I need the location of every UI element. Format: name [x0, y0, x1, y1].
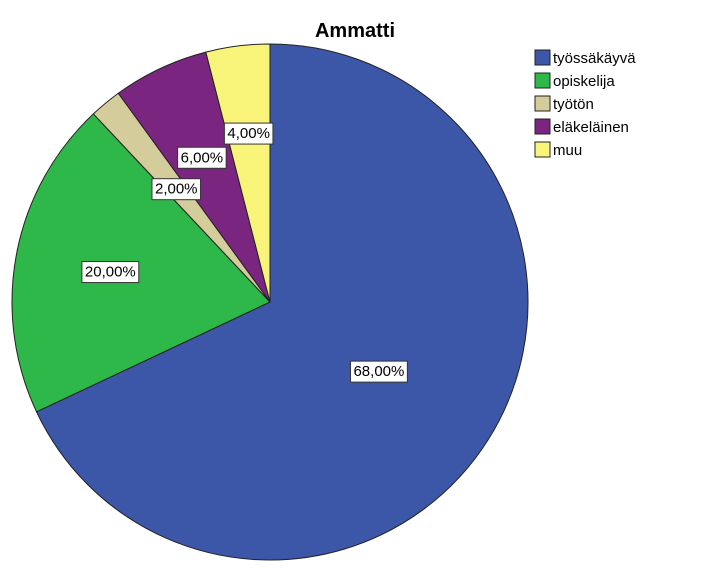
legend-swatch — [534, 118, 551, 135]
legend-item-4: eläkeläinen — [534, 118, 629, 136]
data-label-1: 68,00% — [349, 360, 408, 383]
data-label-4: 6,00% — [177, 146, 227, 169]
data-label-text: 2,00% — [155, 181, 198, 198]
legend-item-1: työssäkäyvä — [534, 49, 636, 67]
data-label-2: 20,00% — [81, 261, 140, 284]
pie-slice-1 — [35, 43, 529, 561]
data-label-text: 6,00% — [181, 149, 224, 166]
legend-label: työssäkäyvä — [553, 50, 636, 67]
pie-slice-5 — [205, 43, 271, 303]
data-label-box — [349, 360, 408, 383]
legend-item-3: työtön — [534, 95, 594, 113]
data-label-box — [177, 146, 227, 169]
chart-title: Ammatti — [315, 20, 395, 42]
legend: työssäkäyvä opiskelija työtön eläkeläinen mu… — [534, 49, 636, 159]
data-label-5: 4,00% — [223, 122, 274, 145]
data-labels: 68,00% 20,00% 2,00% 6,00%4,00% — [81, 122, 408, 383]
data-label-box — [151, 178, 202, 201]
data-label-3: 2,00% — [151, 178, 202, 201]
data-label-box — [81, 261, 140, 284]
legend-label: opiskelija — [553, 73, 615, 90]
pie-slice-2 — [11, 113, 271, 413]
data-label-text: 20,00% — [85, 264, 136, 281]
legend-label: muu — [553, 142, 582, 159]
data-label-text: 4,00% — [227, 125, 270, 142]
legend-swatch — [534, 95, 551, 112]
data-label-box — [223, 122, 274, 145]
legend-item-2: opiskelija — [534, 72, 615, 90]
pie-slices — [11, 43, 529, 561]
legend-item-5: muu — [534, 141, 582, 159]
legend-swatch — [534, 49, 551, 66]
legend-swatch — [534, 72, 551, 89]
legend-label: eläkeläinen — [553, 119, 629, 136]
data-label-text: 68,00% — [353, 363, 404, 380]
legend-label: työtön — [553, 96, 594, 113]
legend-swatch — [534, 141, 551, 158]
